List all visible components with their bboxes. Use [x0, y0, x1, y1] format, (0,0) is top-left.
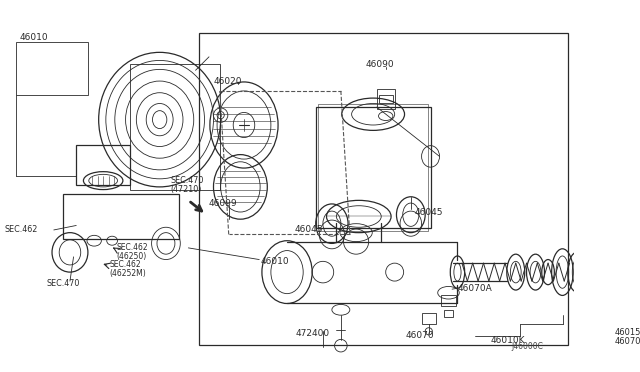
Text: 46045: 46045: [415, 208, 443, 217]
Text: SEC.462: SEC.462: [109, 260, 141, 269]
Text: (47210): (47210): [170, 185, 202, 194]
Text: (46252M): (46252M): [109, 269, 146, 278]
Text: SEC.462: SEC.462: [4, 225, 38, 234]
Bar: [76, 145, 130, 185]
Text: SEC.462: SEC.462: [116, 243, 148, 252]
Text: 46010K: 46010K: [491, 336, 525, 345]
Bar: [612, 223, 640, 321]
Bar: [377, 89, 395, 109]
Bar: [319, 105, 428, 231]
Text: (46250): (46250): [116, 252, 147, 262]
Text: J46000C: J46000C: [511, 342, 543, 351]
Text: 46045: 46045: [294, 225, 323, 234]
Bar: [199, 33, 568, 345]
Text: SEC.470: SEC.470: [170, 176, 204, 185]
Bar: [442, 295, 456, 306]
Bar: [444, 310, 453, 317]
Text: 46070H: 46070H: [614, 337, 640, 346]
Text: 46020: 46020: [214, 77, 242, 86]
Text: 46090: 46090: [366, 60, 395, 68]
Text: 46015K: 46015K: [614, 328, 640, 337]
Text: 46010: 46010: [260, 257, 289, 266]
Bar: [130, 64, 220, 190]
Bar: [16, 42, 88, 95]
Text: 472400: 472400: [296, 328, 330, 338]
Text: SEC.470: SEC.470: [47, 279, 80, 288]
Text: 46099: 46099: [208, 199, 237, 208]
Text: 46070: 46070: [406, 331, 434, 340]
Bar: [378, 94, 393, 103]
Text: 46070A: 46070A: [458, 284, 492, 293]
Bar: [63, 194, 179, 239]
Text: 46010: 46010: [20, 33, 49, 42]
Bar: [316, 107, 431, 228]
Bar: [422, 313, 436, 324]
